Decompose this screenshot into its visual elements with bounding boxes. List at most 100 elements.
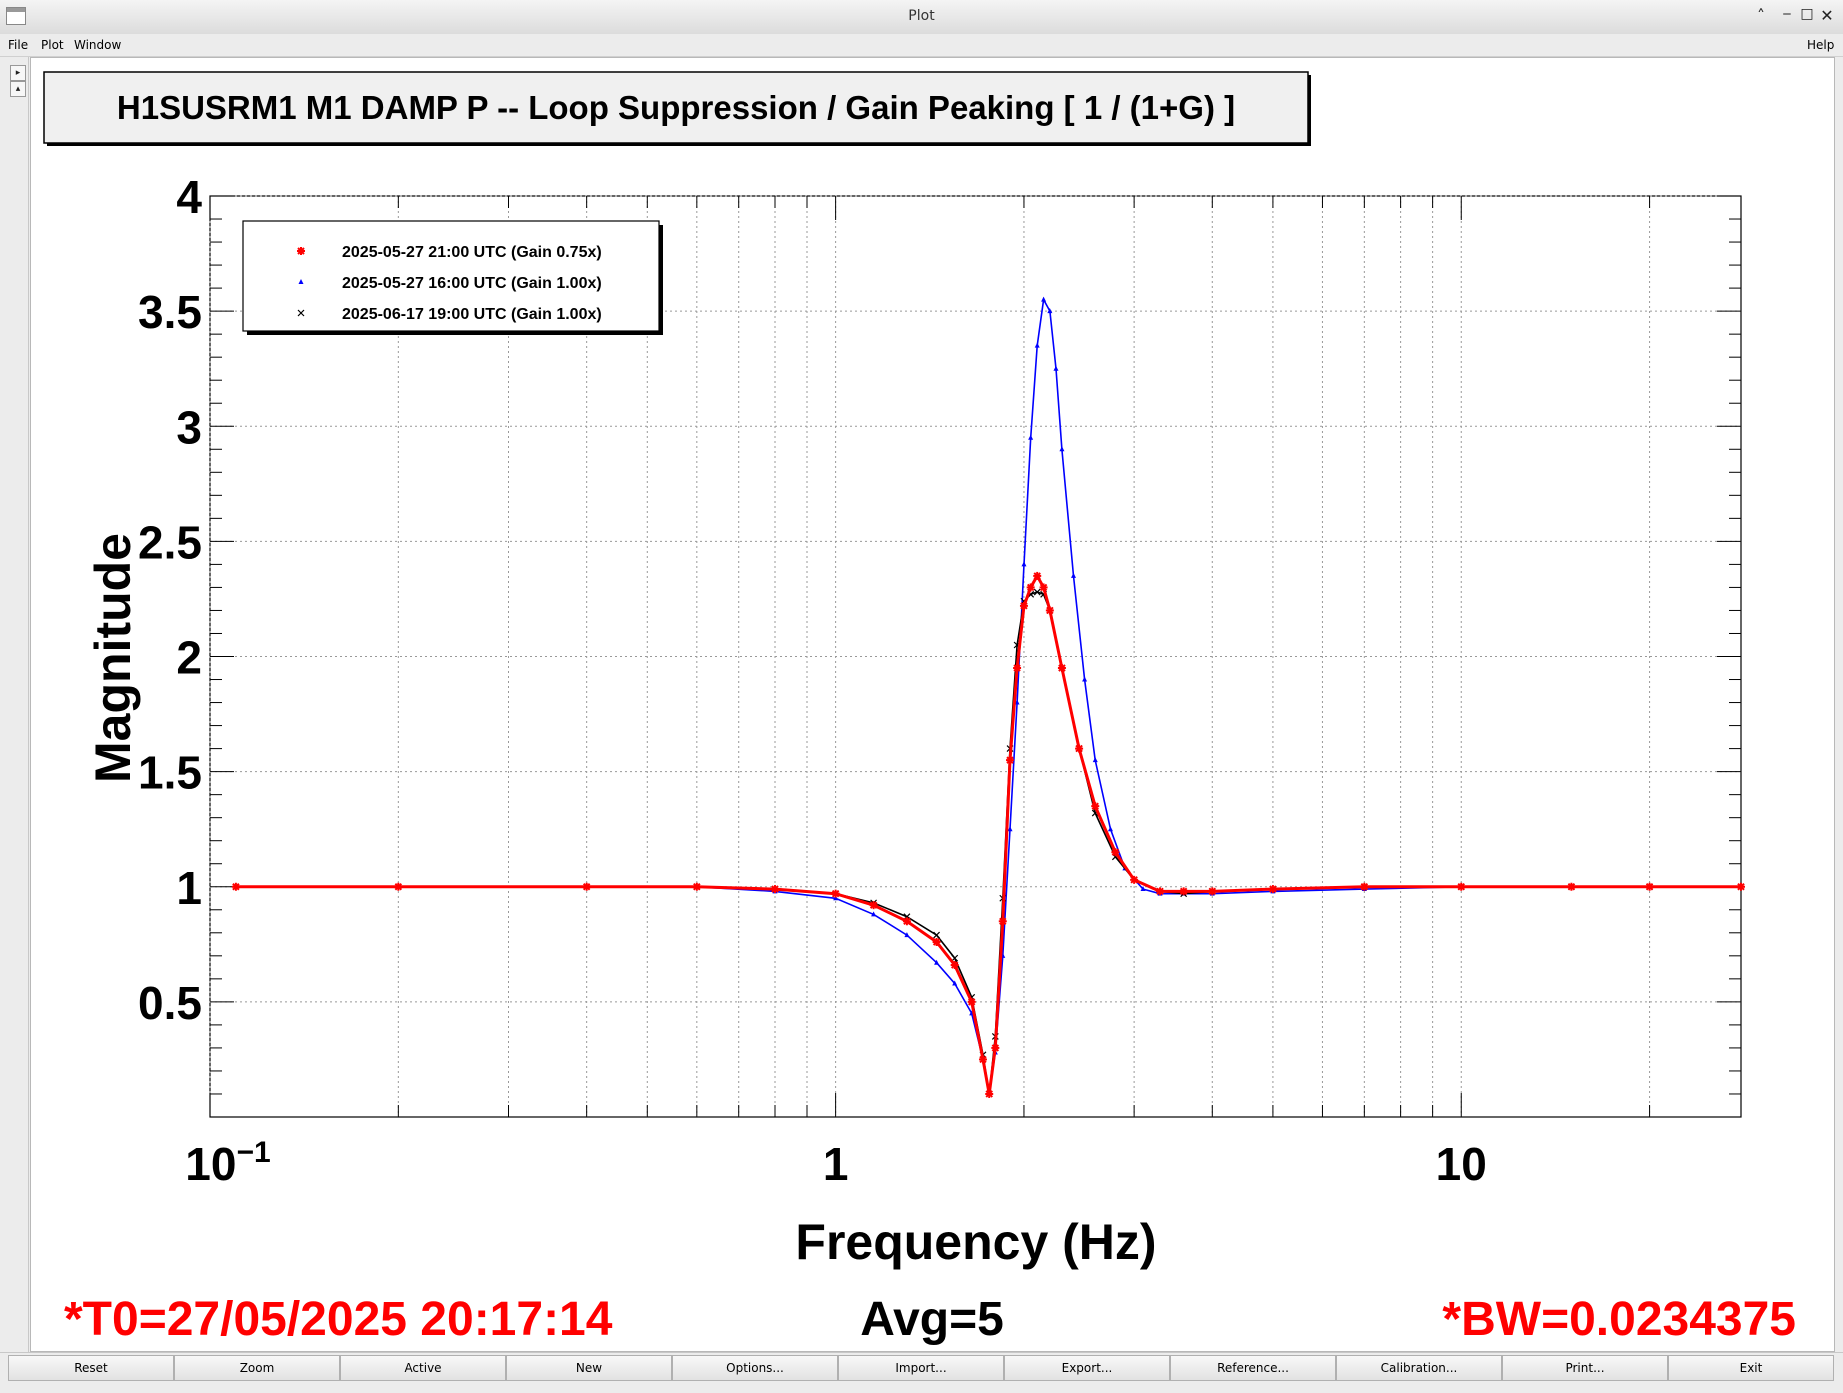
data-point-triangle — [1021, 561, 1027, 567]
active-button[interactable]: Active — [340, 1355, 506, 1381]
series-line-1 — [235, 572, 1741, 1095]
data-point-star — [1019, 601, 1028, 610]
minimize-icon[interactable]: ‒ — [1782, 6, 1792, 22]
data-point-triangle — [1107, 826, 1113, 832]
data-point-triangle — [1007, 826, 1013, 832]
data-point-star — [869, 901, 878, 910]
data-point-star — [1091, 802, 1100, 811]
legend-label: 2025-05-27 16:00 UTC (Gain 1.00x) — [342, 275, 602, 292]
menu-window[interactable]: Window — [74, 38, 122, 52]
export-button[interactable]: Export... — [1004, 1355, 1170, 1381]
data-point-star — [1645, 882, 1654, 891]
data-point-star — [1111, 848, 1120, 857]
data-point-triangle — [1028, 434, 1034, 440]
y-tick-label: 1 — [176, 862, 202, 914]
y-tick-label: 2 — [176, 632, 202, 684]
data-point-star — [231, 882, 240, 891]
y-tick-label: 1.5 — [138, 747, 202, 799]
data-point-star — [1268, 885, 1277, 894]
legend-box — [242, 220, 660, 332]
series-line-2 — [696, 297, 1741, 1095]
data-point-triangle — [934, 959, 940, 965]
x-tick-label: 10−1 — [185, 1136, 270, 1190]
data-point-x — [297, 309, 305, 317]
data-point-star — [1737, 882, 1745, 891]
window-title: Plot — [908, 8, 935, 24]
print-button[interactable]: Print... — [1502, 1355, 1668, 1381]
window-app-icon — [6, 7, 26, 25]
left-scroll-strip: ▸ ▴ — [0, 57, 29, 1352]
data-point-triangle — [871, 911, 877, 917]
data-point-triangle — [1070, 572, 1076, 578]
data-point-star — [1457, 882, 1466, 891]
legend-label: 2025-05-27 21:00 UTC (Gain 0.75x) — [342, 244, 602, 261]
y-tick-label: 0.5 — [138, 977, 202, 1029]
options-button[interactable]: Options... — [672, 1355, 838, 1381]
triangle-right-icon[interactable]: ▸ — [10, 65, 26, 81]
x-tick-label: 1 — [823, 1138, 849, 1190]
y-tick-label: 3 — [176, 401, 202, 453]
triangle-up-icon[interactable]: ▴ — [10, 81, 26, 97]
data-point-star — [998, 917, 1007, 926]
data-point-x — [1033, 588, 1041, 596]
reset-button[interactable]: Reset — [8, 1355, 174, 1381]
reference-button[interactable]: Reference... — [1170, 1355, 1336, 1381]
menu-file[interactable]: File — [8, 38, 29, 52]
series-group — [231, 296, 1745, 1098]
close-icon[interactable]: ✕ — [1820, 6, 1834, 25]
data-point-star — [985, 1089, 994, 1098]
import-button[interactable]: Import... — [838, 1355, 1004, 1381]
data-point-triangle — [1059, 446, 1065, 452]
y-axis-label: Magnitude — [85, 533, 141, 783]
chevron-up-icon[interactable]: ˄ — [1757, 6, 1765, 25]
data-point-star — [692, 882, 701, 891]
plot-canvas[interactable]: H1SUSRM1 M1 DAMP P -- Loop Suppression /… — [30, 57, 1835, 1352]
data-point-triangle — [1041, 296, 1047, 302]
footer-avg: Avg=5 — [860, 1293, 1004, 1346]
new-button[interactable]: New — [506, 1355, 672, 1381]
data-point-star — [1013, 664, 1022, 673]
y-tick-label: 3.5 — [138, 286, 202, 338]
menu-help[interactable]: Help — [1807, 38, 1835, 52]
data-point-triangle — [298, 279, 304, 284]
data-point-star — [991, 1043, 1000, 1052]
series-1 — [231, 571, 1745, 1098]
data-point-star — [1179, 887, 1188, 896]
data-point-star — [967, 997, 976, 1006]
data-point-star — [1045, 606, 1054, 615]
legend: 2025-05-27 21:00 UTC (Gain 0.75x) 2025-05… — [297, 244, 602, 323]
exit-button[interactable]: Exit — [1668, 1355, 1834, 1381]
data-point-star — [831, 889, 840, 898]
data-point-star — [1156, 887, 1165, 896]
data-point-star — [932, 938, 941, 947]
zoom-button[interactable]: Zoom — [174, 1355, 340, 1381]
data-point-star — [1026, 583, 1035, 592]
menu-plot[interactable]: Plot — [41, 38, 64, 52]
data-point-star — [1057, 664, 1066, 673]
data-point-star — [582, 882, 591, 891]
footer-bw: *BW=0.0234375 — [1442, 1293, 1796, 1346]
window-titlebar: Plot ˄ ‒ □ ✕ — [0, 0, 1843, 35]
calibration-button[interactable]: Calibration... — [1336, 1355, 1502, 1381]
data-point-star — [297, 247, 305, 255]
data-point-triangle — [833, 895, 839, 901]
x-tick-label: 10 — [1436, 1138, 1487, 1190]
data-point-star — [1039, 583, 1048, 592]
x-tick-labels: 10−1 1 10 — [185, 1136, 1487, 1190]
data-point-triangle — [1053, 365, 1059, 371]
data-point-star — [770, 885, 779, 894]
data-point-star — [978, 1055, 987, 1064]
data-point-star — [1208, 887, 1217, 896]
data-point-triangle — [1092, 757, 1098, 763]
data-point-star — [1360, 882, 1369, 891]
data-point-triangle — [1140, 886, 1146, 892]
data-point-star — [1033, 571, 1042, 580]
data-point-star — [1567, 882, 1576, 891]
square-icon[interactable]: □ — [1800, 6, 1814, 22]
data-point-triangle — [1047, 308, 1053, 314]
title-box — [43, 71, 1309, 144]
data-point-star — [1075, 744, 1084, 753]
chart-svg[interactable]: H1SUSRM1 M1 DAMP P -- Loop Suppression /… — [31, 58, 1834, 1351]
data-point-star — [1130, 875, 1139, 884]
data-point-triangle — [952, 980, 958, 986]
